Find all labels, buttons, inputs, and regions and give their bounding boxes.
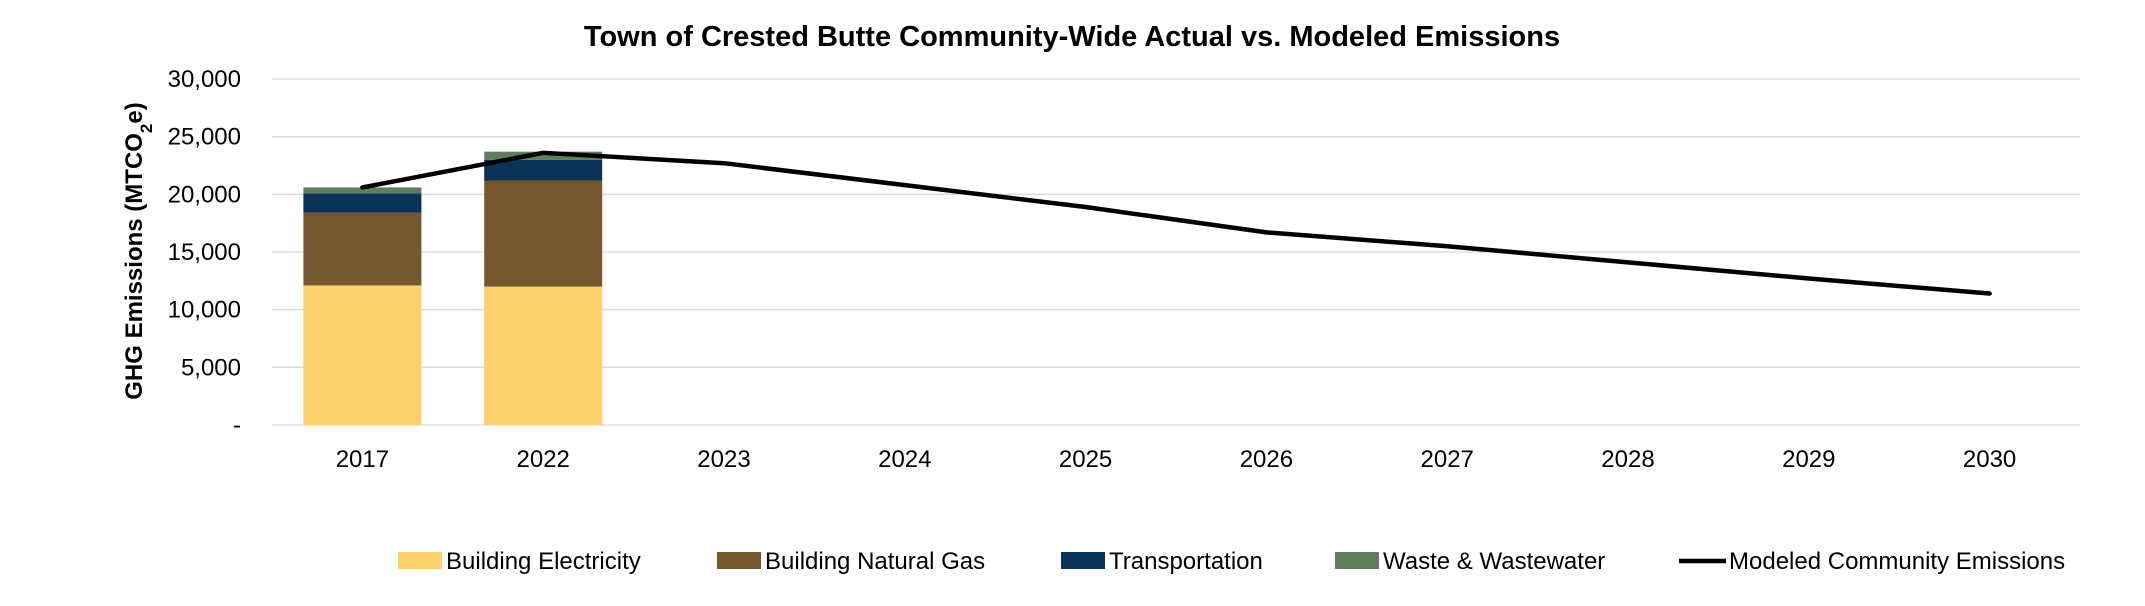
y-axis-label-main: GHG Emissions (MTCO <box>121 133 148 400</box>
chart-title: Town of Crested Butte Community-Wide Act… <box>584 21 1560 53</box>
y-axis-label-subscript: 2 <box>137 124 156 133</box>
y-tick-label: 10,000 <box>168 297 241 324</box>
legend-swatch <box>717 552 761 569</box>
legend-label: Transportation <box>1109 548 1263 575</box>
y-tick-label: 5,000 <box>181 354 241 381</box>
y-axis-label-suffix: e) <box>121 102 148 123</box>
legend-swatch <box>1061 552 1105 569</box>
x-tick-label: 2022 <box>517 446 570 473</box>
x-tick-label: 2026 <box>1240 446 1293 473</box>
bar-segment <box>484 286 603 425</box>
bar-segment <box>303 285 422 425</box>
x-tick-label: 2024 <box>878 446 931 473</box>
x-tick-label: 2025 <box>1059 446 1112 473</box>
y-axis: - 5,000 10,000 15,000 20,000 25,000 30,000 <box>168 66 241 439</box>
legend-label: Building Electricity <box>446 548 641 575</box>
y-tick-label: 30,000 <box>168 66 241 93</box>
legend-label: Waste & Wastewater <box>1383 548 1605 575</box>
bars <box>303 151 603 425</box>
x-axis: 2017 2022 2023 2024 2025 2026 2027 2028 2029 2030 <box>336 446 2017 473</box>
x-tick-label: 2023 <box>697 446 750 473</box>
y-tick-label: - <box>233 412 241 439</box>
series-line <box>360 150 1992 296</box>
bar-segment <box>303 212 422 286</box>
modeled-line <box>360 150 1992 296</box>
y-axis-label: GHG Emissions (MTCO2e) <box>121 102 156 400</box>
bar-segment <box>484 159 603 181</box>
bar-segment <box>303 193 422 213</box>
legend-swatch <box>1335 552 1379 569</box>
legend-label: Building Natural Gas <box>765 548 985 575</box>
legend-label: Modeled Community Emissions <box>1729 548 2065 575</box>
bar-segment <box>303 187 422 194</box>
x-tick-label: 2027 <box>1421 446 1474 473</box>
x-tick-label: 2030 <box>1963 446 2016 473</box>
legend-swatch <box>398 552 442 569</box>
legend: Building Electricity Building Natural Gas… <box>398 548 2065 575</box>
x-tick-label: 2029 <box>1782 446 1835 473</box>
bar-segment <box>484 180 603 287</box>
x-tick-label: 2017 <box>336 446 389 473</box>
bar-segment <box>484 151 603 160</box>
y-tick-label: 20,000 <box>168 181 241 208</box>
y-tick-label: 15,000 <box>168 239 241 266</box>
y-tick-label: 25,000 <box>168 124 241 151</box>
x-tick-label: 2028 <box>1601 446 1654 473</box>
